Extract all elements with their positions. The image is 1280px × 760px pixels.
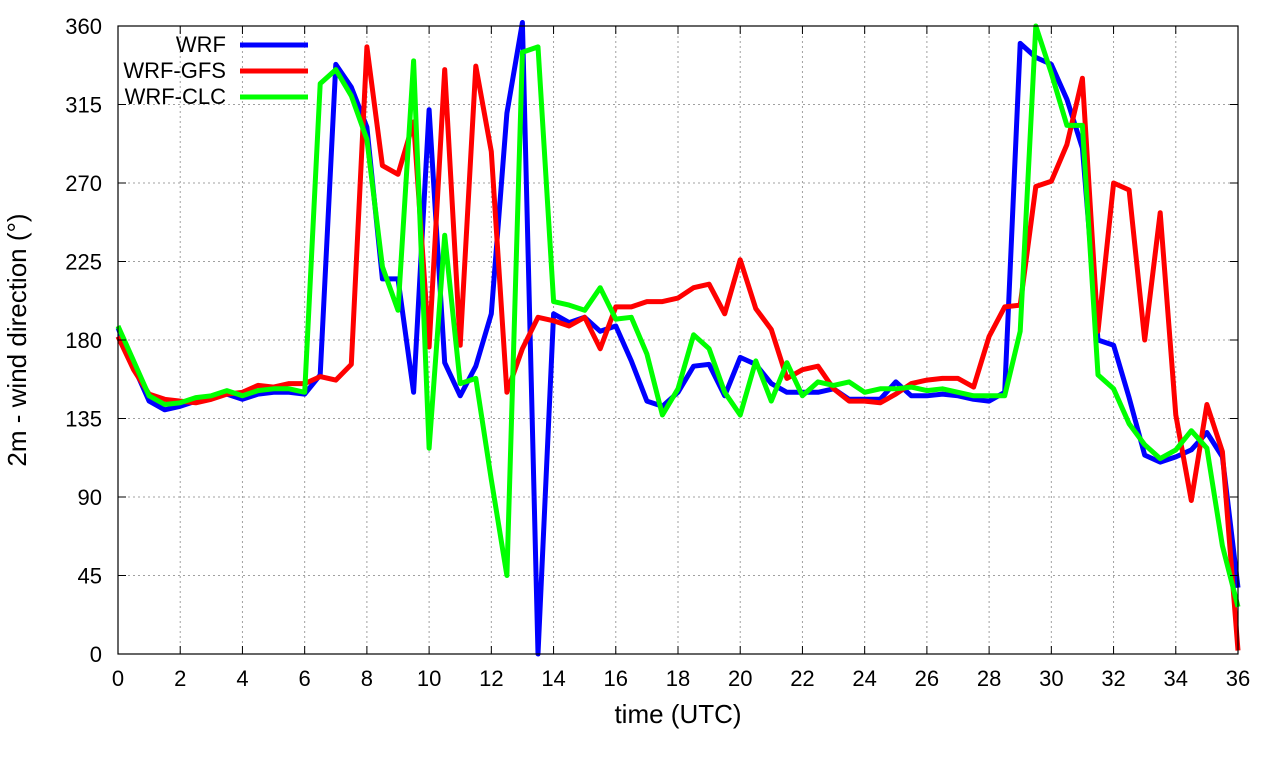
x-tick-label: 34 — [1164, 666, 1188, 691]
axis-ticks: 0 2 4 6 8 10 12 14 16 18 20 22 24 26 28 30 32 34 360459013… — [65, 14, 1250, 691]
y-tick-label: 90 — [78, 485, 102, 510]
y-tick-label: 360 — [65, 14, 102, 39]
series-lines — [115, 20, 1241, 657]
x-tick-label: 14 — [541, 666, 565, 691]
x-tick-label: 36 — [1226, 666, 1250, 691]
x-tick-label: 32 — [1101, 666, 1125, 691]
legend-label: WRF-GFS — [123, 58, 226, 83]
x-tick-label: 26 — [915, 666, 939, 691]
x-tick-label: 28 — [977, 666, 1001, 691]
x-tick-label: 30 — [1039, 666, 1063, 691]
y-tick-label: 225 — [65, 250, 102, 275]
legend-label: WRF — [176, 32, 226, 57]
y-tick-label: 0 — [90, 642, 102, 667]
x-tick-label: 22 — [790, 666, 814, 691]
y-axis-title: 2m - wind direction (°) — [2, 213, 32, 466]
series-line-wrf-clc — [115, 23, 1241, 608]
y-tick-label: 315 — [65, 93, 102, 118]
x-axis-title: time (UTC) — [614, 699, 741, 729]
x-tick-label: 4 — [236, 666, 248, 691]
y-tick-label: 270 — [65, 171, 102, 196]
x-tick-label: 12 — [479, 666, 503, 691]
x-tick-label: 8 — [361, 666, 373, 691]
y-tick-label: 135 — [65, 407, 102, 432]
grid-lines — [118, 26, 1238, 654]
x-tick-label: 16 — [604, 666, 628, 691]
x-tick-label: 18 — [666, 666, 690, 691]
x-tick-label: 2 — [174, 666, 186, 691]
y-tick-label: 180 — [65, 328, 102, 353]
legend-label: WRF-CLC — [125, 84, 227, 109]
x-tick-label: 0 — [112, 666, 124, 691]
x-tick-label: 24 — [852, 666, 876, 691]
x-tick-label: 6 — [299, 666, 311, 691]
y-tick-label: 45 — [78, 564, 102, 589]
x-tick-label: 20 — [728, 666, 752, 691]
x-tick-label: 10 — [417, 666, 441, 691]
